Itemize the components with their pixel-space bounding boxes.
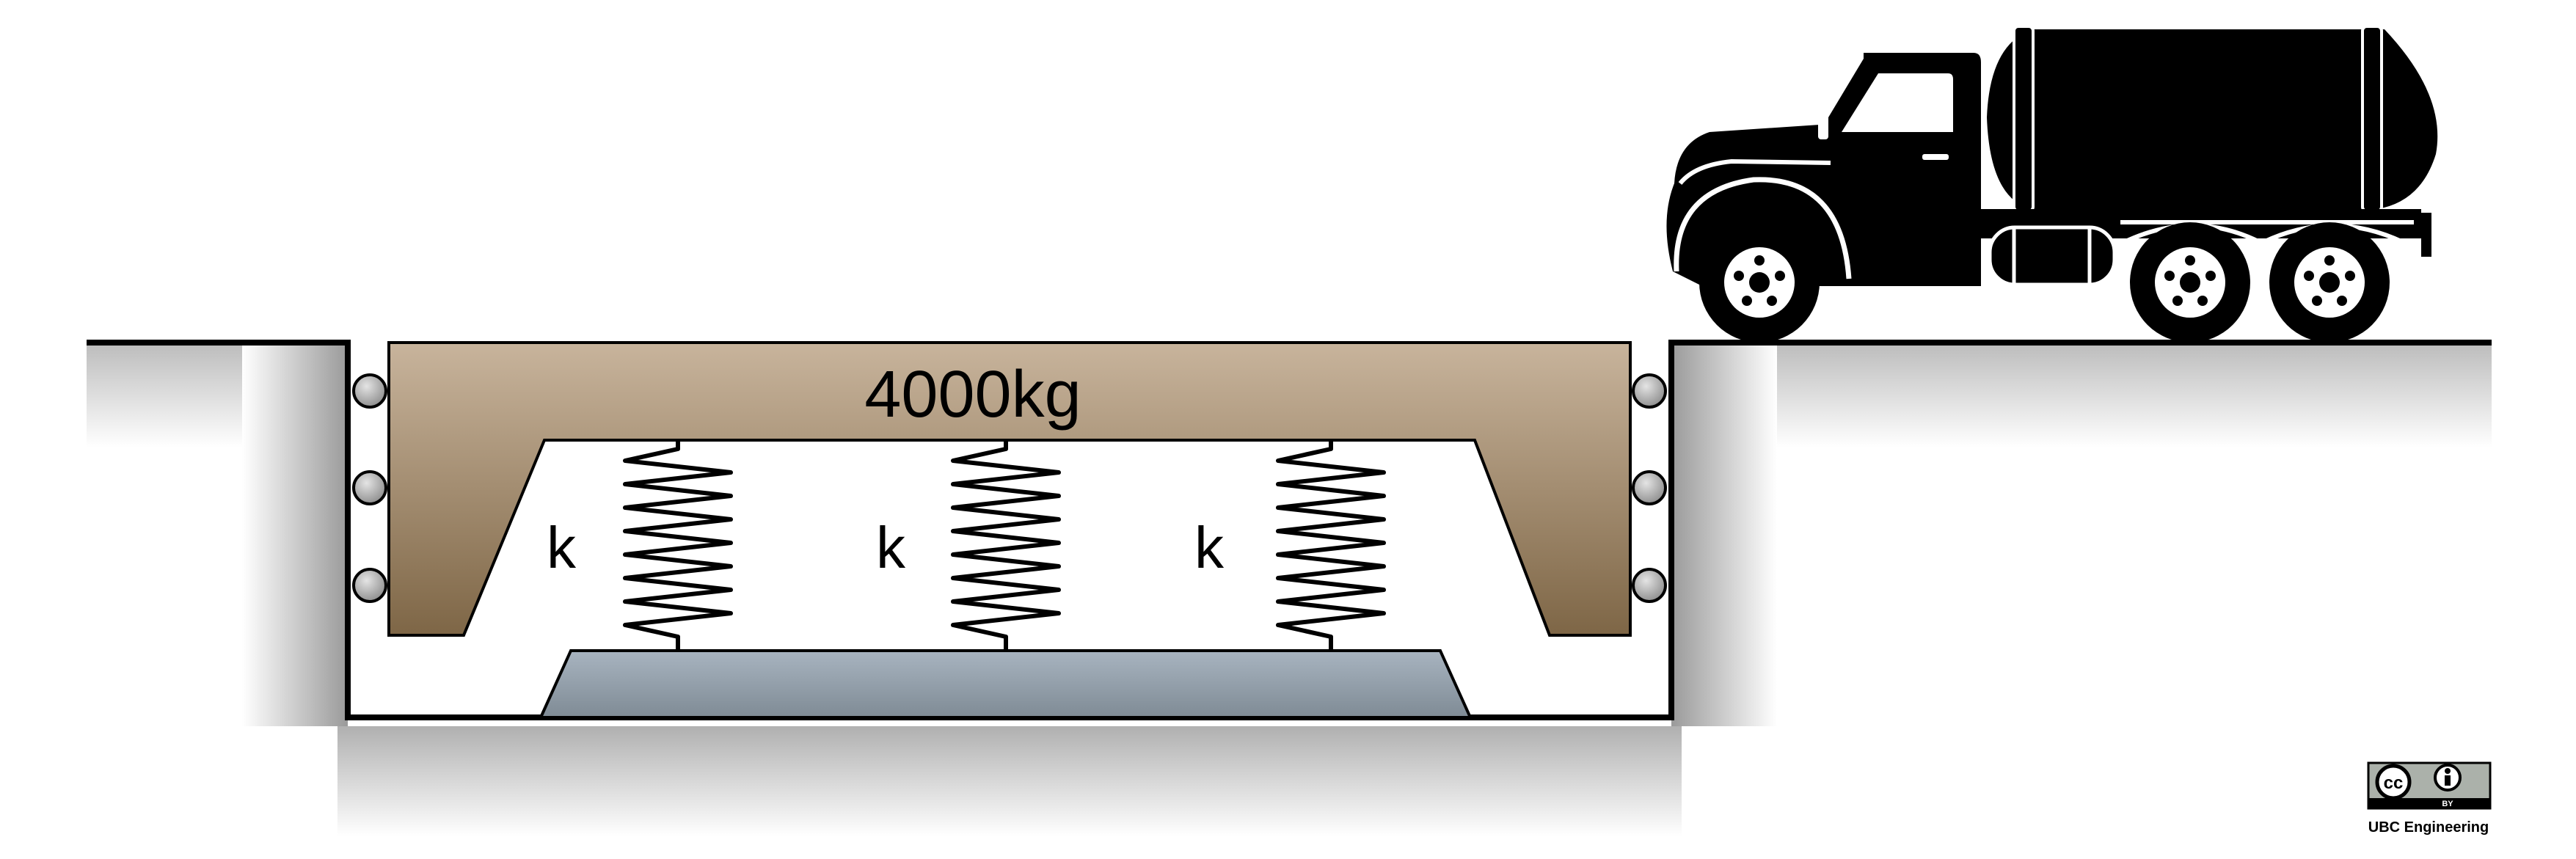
roller-group bbox=[352, 373, 1667, 603]
cc-icon: cc bbox=[2375, 764, 2412, 800]
roller-icon bbox=[1632, 470, 1667, 505]
base-plate bbox=[538, 649, 1473, 719]
roller-icon bbox=[352, 470, 387, 505]
mass-block bbox=[387, 341, 1632, 637]
svg-text:cc: cc bbox=[2384, 773, 2404, 793]
wheel bbox=[2130, 222, 2250, 343]
spring-label: k bbox=[876, 515, 906, 580]
spring-icon bbox=[951, 440, 1061, 651]
mass-label: 4000kg bbox=[864, 358, 1081, 431]
license-credit: UBC Engineering bbox=[2368, 819, 2489, 836]
spring-icon bbox=[623, 440, 733, 651]
truck-icon bbox=[1666, 25, 2438, 343]
spring-label: k bbox=[547, 515, 577, 580]
wheel bbox=[2269, 222, 2390, 343]
wheel bbox=[1699, 222, 1820, 343]
roller-icon bbox=[352, 568, 387, 603]
roller-icon bbox=[352, 373, 387, 409]
svg-text:BY: BY bbox=[2442, 800, 2453, 808]
roller-icon bbox=[1632, 373, 1667, 409]
spring-label: k bbox=[1194, 515, 1225, 580]
by-icon: BY bbox=[2434, 764, 2462, 808]
spring-group bbox=[623, 440, 1386, 651]
spring-icon bbox=[1276, 440, 1386, 651]
ground-shading bbox=[87, 345, 2492, 836]
license-badge: cc BY bbox=[2367, 761, 2492, 810]
roller-icon bbox=[1632, 568, 1667, 603]
